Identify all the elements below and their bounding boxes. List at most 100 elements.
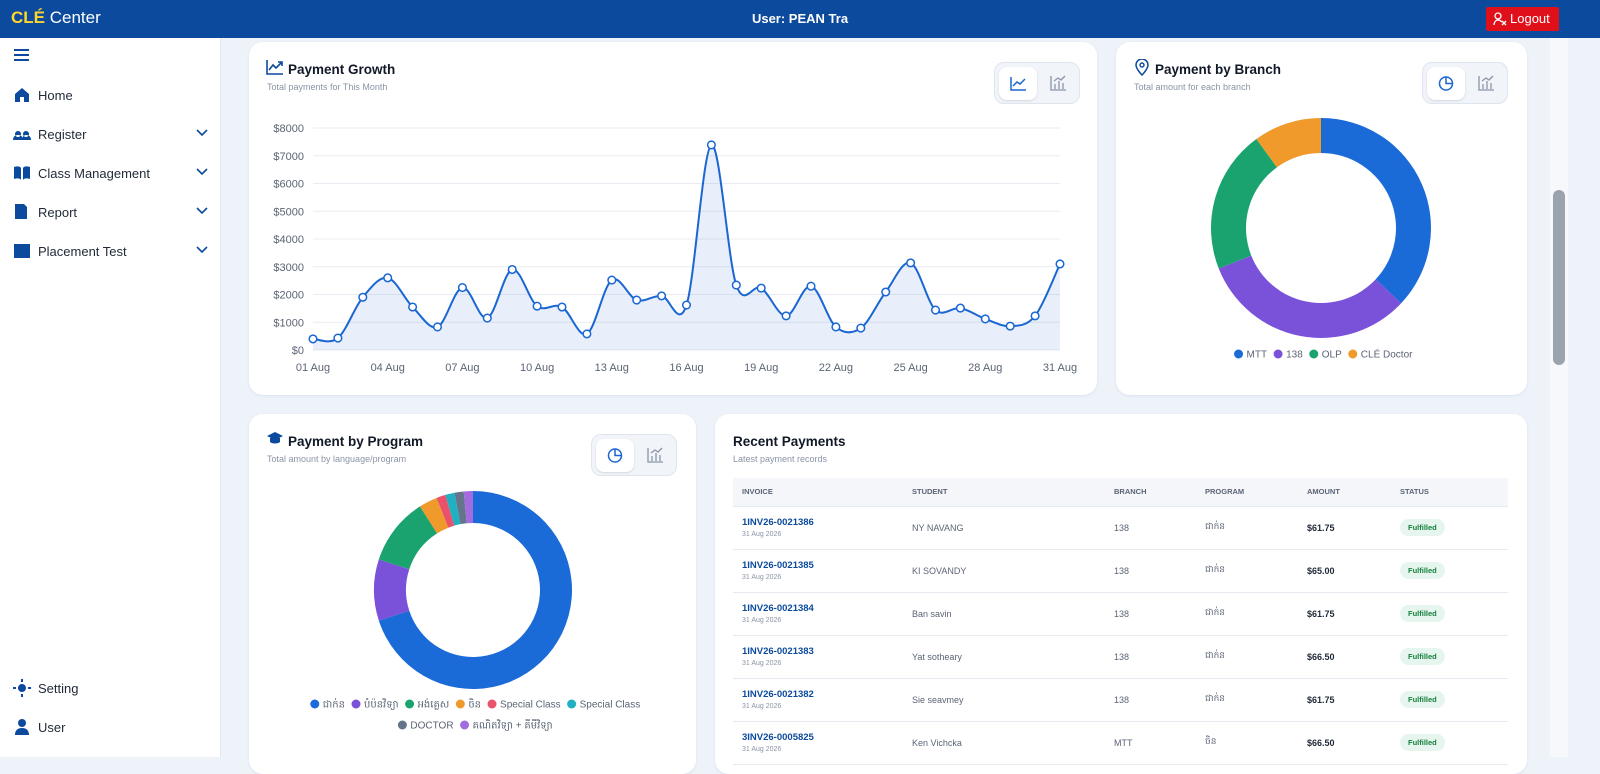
nav-item[interactable]: Class Management bbox=[0, 158, 220, 188]
invoice-link[interactable]: 1INV26-0021385 bbox=[742, 560, 814, 571]
donut-slice[interactable] bbox=[436, 494, 455, 528]
point[interactable] bbox=[681, 300, 692, 310]
donut-slice[interactable] bbox=[454, 491, 467, 525]
menu-toggle[interactable] bbox=[13, 48, 31, 62]
invoice-link[interactable]: 3INV26-0005825 bbox=[742, 732, 814, 743]
bar-icon[interactable] bbox=[1467, 67, 1505, 100]
brand[interactable]: CLÉ Center bbox=[11, 8, 101, 28]
legend-label: ចិន bbox=[468, 698, 481, 711]
table-row: 1INV26-0021386 31 Aug 2026 NY NAVANG 138 ជាក… bbox=[733, 506, 1508, 550]
donut-slice[interactable] bbox=[1321, 118, 1431, 304]
point[interactable] bbox=[607, 275, 617, 285]
chart: ជាក់ន បំប៉នវិទ្យា អង់គ្លេស ចិន Special Class… bbox=[310, 491, 640, 732]
point[interactable] bbox=[706, 140, 716, 150]
legend-item[interactable]: CLÉ Doctor bbox=[1348, 348, 1413, 361]
invoice-link[interactable]: 1INV26-0021384 bbox=[742, 603, 814, 614]
legend-item[interactable]: Special Class bbox=[567, 699, 640, 711]
nav-label: Placement Test bbox=[38, 244, 127, 259]
point[interactable] bbox=[333, 333, 343, 343]
donut-slice[interactable] bbox=[378, 491, 572, 689]
toggle-active[interactable] bbox=[999, 67, 1037, 100]
point[interactable] bbox=[731, 280, 741, 290]
scroll-thumb[interactable] bbox=[1553, 190, 1565, 365]
chart-toggle[interactable] bbox=[994, 62, 1080, 104]
invoice-link[interactable]: 1INV26-0021382 bbox=[742, 689, 814, 700]
x-tick-label: 04 Aug bbox=[371, 362, 405, 374]
legend-item[interactable]: OLP bbox=[1309, 349, 1342, 361]
bar-icon[interactable] bbox=[636, 439, 674, 472]
scrollbar[interactable] bbox=[1550, 38, 1568, 757]
sidebar: Home Register Class Management Report Placem… bbox=[0, 38, 221, 757]
point[interactable] bbox=[930, 305, 941, 315]
point[interactable] bbox=[1005, 321, 1015, 331]
point[interactable] bbox=[955, 303, 965, 313]
legend-item[interactable]: អង់គ្លេស bbox=[405, 698, 450, 711]
point[interactable] bbox=[756, 283, 766, 293]
point[interactable] bbox=[507, 264, 517, 275]
legend-item[interactable]: Special Class bbox=[487, 699, 561, 711]
legend-swatch bbox=[397, 720, 407, 730]
chart-toggle[interactable] bbox=[1422, 62, 1508, 104]
table-body: 1INV26-0021386 31 Aug 2026 NY NAVANG 138 ជាក… bbox=[733, 506, 1508, 765]
nav-item[interactable]: Report bbox=[0, 197, 220, 227]
nav-label: User bbox=[38, 720, 66, 735]
point[interactable] bbox=[383, 273, 393, 283]
invoice-link[interactable]: 1INV26-0021383 bbox=[742, 646, 814, 657]
chart: MTT 138 OLP CLÉ Doctor bbox=[1211, 118, 1431, 361]
point[interactable] bbox=[980, 314, 990, 324]
point[interactable] bbox=[881, 287, 891, 297]
invoice-cell: 1INV26-0021384 31 Aug 2026 bbox=[733, 592, 903, 636]
point[interactable] bbox=[532, 301, 542, 311]
legend-item[interactable]: គណិតវិទ្យា + គីមីវិទ្យា bbox=[460, 719, 553, 732]
donut-slice[interactable] bbox=[1211, 139, 1277, 269]
nav-item[interactable]: Register bbox=[0, 119, 220, 149]
point[interactable] bbox=[831, 322, 841, 332]
point[interactable] bbox=[457, 283, 467, 293]
nav-item[interactable]: Home bbox=[0, 80, 220, 110]
point[interactable] bbox=[856, 323, 866, 333]
table-row: 1INV26-0021384 31 Aug 2026 Ban savin 138 ជាក… bbox=[733, 592, 1508, 636]
donut-slice[interactable] bbox=[445, 492, 461, 526]
invoice-link[interactable]: 1INV26-0021386 bbox=[742, 517, 814, 528]
point[interactable] bbox=[308, 334, 318, 344]
legend-item[interactable]: MTT bbox=[1234, 349, 1267, 361]
bar-icon[interactable] bbox=[1039, 67, 1077, 100]
point[interactable] bbox=[408, 302, 418, 312]
x-tick-label: 13 Aug bbox=[595, 362, 629, 374]
nav-item[interactable]: User bbox=[0, 712, 220, 742]
point[interactable] bbox=[657, 291, 667, 301]
donut-slice[interactable] bbox=[463, 491, 473, 524]
point[interactable] bbox=[781, 311, 791, 321]
donut-slice[interactable] bbox=[1218, 255, 1402, 338]
point[interactable] bbox=[557, 302, 567, 312]
toggle-active[interactable] bbox=[1427, 67, 1465, 100]
legend-item[interactable]: DOCTOR bbox=[397, 720, 454, 732]
chart-toggle[interactable] bbox=[591, 434, 677, 476]
status-cell: Fulfilled bbox=[1391, 678, 1508, 722]
point[interactable] bbox=[906, 258, 916, 268]
donut-slice[interactable] bbox=[374, 559, 410, 621]
nav-item[interactable]: Setting bbox=[0, 673, 220, 703]
legend-item[interactable]: ចិន bbox=[455, 698, 481, 711]
point[interactable] bbox=[806, 281, 816, 291]
donut-slice[interactable] bbox=[378, 506, 438, 570]
point[interactable] bbox=[1030, 311, 1040, 321]
point[interactable] bbox=[632, 295, 642, 305]
point[interactable] bbox=[582, 329, 592, 339]
point[interactable] bbox=[432, 322, 443, 332]
logout-button[interactable]: Logout bbox=[1486, 7, 1559, 31]
column-header: INVOICE bbox=[733, 478, 903, 507]
nav-item[interactable]: Placement Test bbox=[0, 236, 220, 266]
legend-item[interactable]: បំប៉នវិទ្យា bbox=[351, 698, 399, 711]
toggle-active[interactable] bbox=[596, 439, 634, 472]
icon-shape bbox=[14, 244, 30, 258]
legend-item[interactable]: 138 bbox=[1273, 349, 1304, 361]
donut-slice[interactable] bbox=[1256, 118, 1321, 168]
point[interactable] bbox=[358, 292, 368, 302]
nav-icon bbox=[15, 204, 27, 219]
card-subtitle: Latest payment records bbox=[733, 454, 828, 464]
point[interactable] bbox=[1055, 259, 1065, 269]
point[interactable] bbox=[482, 313, 492, 323]
legend-item[interactable]: ជាក់ន bbox=[310, 698, 345, 711]
donut-slice[interactable] bbox=[419, 497, 449, 534]
